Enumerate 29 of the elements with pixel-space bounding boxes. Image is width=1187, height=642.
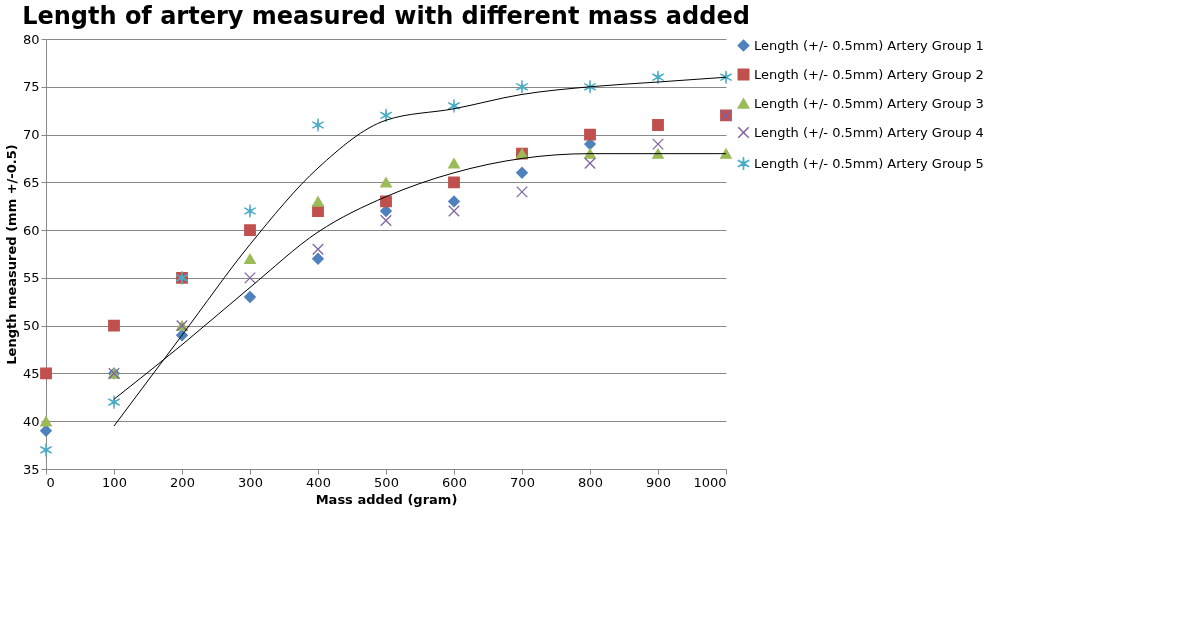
x-tick-label: 300 (238, 474, 263, 490)
x-tick-label: 900 (646, 474, 671, 490)
y-axis-title: Length measured (mm +/-0.5) (3, 144, 19, 365)
y-tick-label: 60 (22, 222, 40, 238)
y-tick-label: 50 (22, 318, 40, 334)
y-tick-label: 70 (22, 127, 40, 143)
legend-label: Length (+/- 0.5mm) Artery Group 5 (754, 155, 984, 171)
y-tick-label: 80 (22, 31, 40, 47)
legend-label: Length (+/- 0.5mm) Artery Group 4 (754, 124, 984, 140)
legend-label: Length (+/- 0.5mm) Artery Group 3 (754, 95, 984, 111)
x-tick-label: 0 (46, 474, 55, 490)
y-tick-label: 35 (22, 461, 40, 477)
y-tick-label: 75 (22, 79, 40, 95)
x-tick-label: 1000 (693, 474, 727, 490)
x-tick-label: 400 (306, 474, 331, 490)
y-tick-label: 55 (22, 270, 40, 286)
x-tick-label: 600 (442, 474, 467, 490)
legend-label: Length (+/- 0.5mm) Artery Group 1 (754, 37, 984, 53)
y-tick-label: 65 (22, 174, 40, 190)
x-tick-label: 200 (170, 474, 195, 490)
x-tick-label: 100 (102, 474, 127, 490)
x-tick-label: 500 (374, 474, 399, 490)
x-axis-title: Mass added (gram) (315, 491, 458, 507)
y-tick-label: 40 (22, 413, 40, 429)
x-tick-label: 800 (578, 474, 603, 490)
x-tick-label: 700 (510, 474, 535, 490)
y-tick-label: 45 (22, 365, 40, 381)
legend-label: Length (+/- 0.5mm) Artery Group 2 (754, 66, 984, 82)
chart-title: Length of artery measured with different mass added (22, 2, 750, 30)
